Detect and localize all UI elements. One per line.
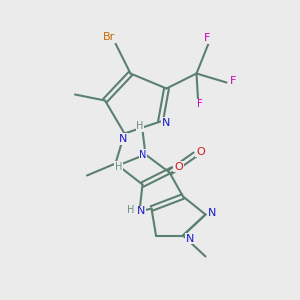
Text: F: F [204, 33, 210, 43]
Text: H: H [128, 205, 135, 215]
Text: F: F [197, 99, 202, 110]
Text: N: N [137, 206, 145, 217]
Text: N: N [162, 118, 170, 128]
Text: N: N [119, 134, 127, 144]
Text: H: H [136, 121, 144, 131]
Text: N: N [208, 208, 216, 218]
Text: H: H [115, 161, 122, 172]
Text: O: O [196, 146, 205, 157]
Text: N: N [140, 149, 147, 160]
Text: F: F [230, 76, 236, 86]
Text: N: N [185, 233, 194, 244]
Text: Br: Br [103, 32, 116, 43]
Text: O: O [174, 161, 183, 172]
